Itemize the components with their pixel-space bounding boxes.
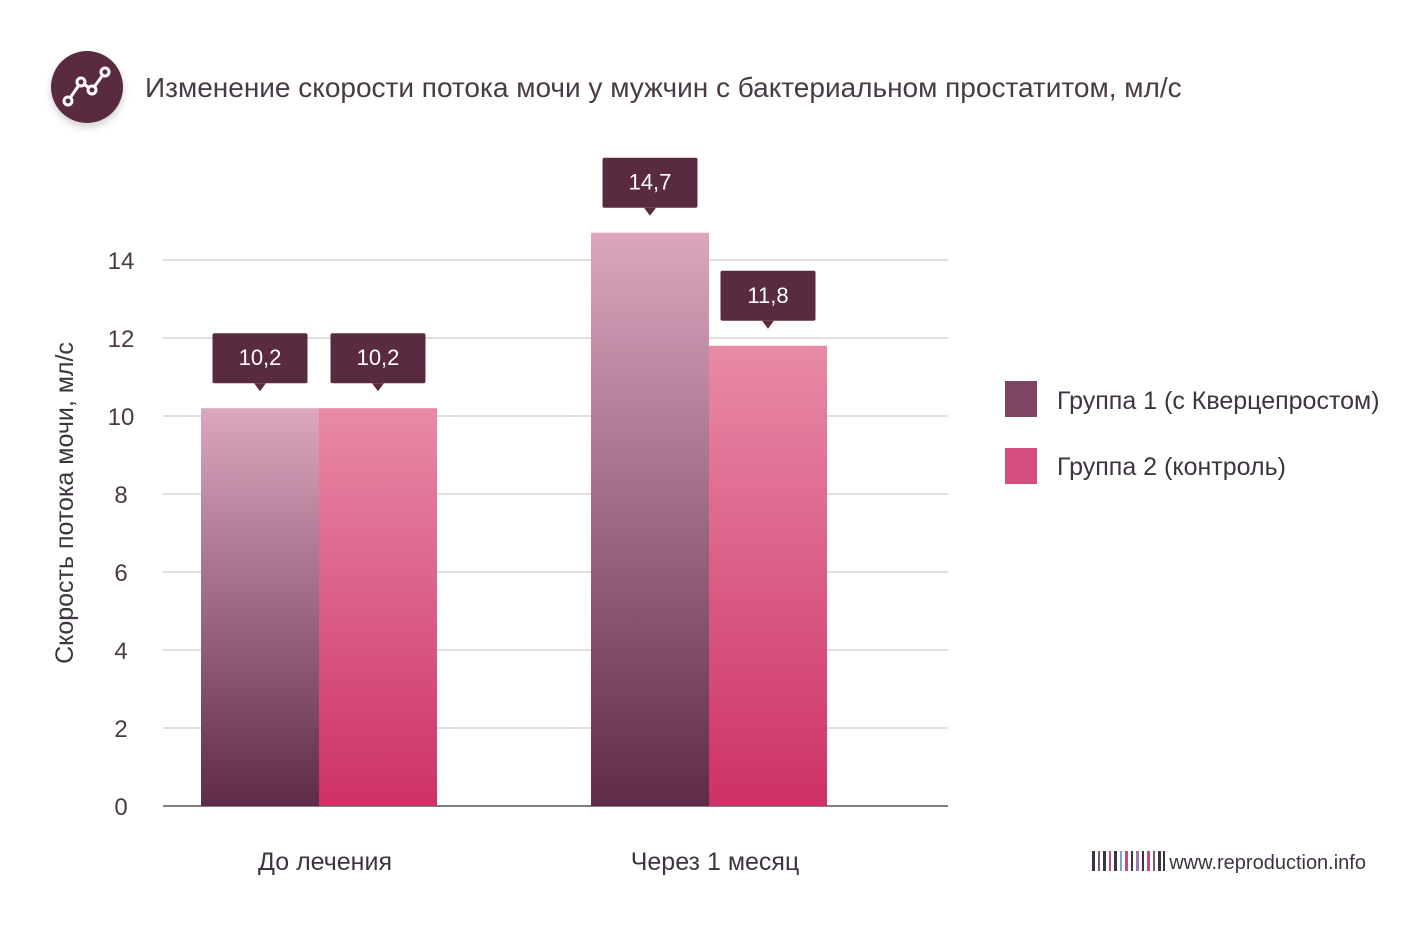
legend: Группа 1 (с Кверцепростом) Группа 2 (кон… xyxy=(1005,381,1380,484)
bar-series-1-1[interactable] xyxy=(201,408,319,806)
data-label-box xyxy=(720,270,816,321)
legend-label-series-1: Группа 1 (с Кверцепростом) xyxy=(1057,387,1380,415)
y-tick-label: 8 xyxy=(114,482,127,509)
data-label-text: 11,8 xyxy=(747,283,788,308)
watermark[interactable]: www.reproduction.info xyxy=(1092,851,1366,874)
y-tick-label: 0 xyxy=(114,794,127,821)
watermark-url: www.reproduction.info xyxy=(1168,852,1366,874)
y-tick-label: 2 xyxy=(114,716,127,743)
data-label-text: 14,7 xyxy=(629,170,672,195)
legend-item-series-2[interactable]: Группа 2 (контроль) xyxy=(1005,448,1286,484)
y-tick-label: 12 xyxy=(108,326,135,353)
category-label: Через 1 месяц xyxy=(631,848,800,876)
bar-series-1-2[interactable] xyxy=(591,232,709,806)
data-label-pointer xyxy=(372,383,384,392)
y-axis-title: Скорость потока мочи, мл/с xyxy=(51,342,79,664)
data-labels: 10,2 10,2 14,7 11,8 xyxy=(212,157,816,392)
legend-swatch-series-2 xyxy=(1005,448,1037,484)
line-chart-icon xyxy=(51,51,123,123)
data-label-text: 10,2 xyxy=(239,345,282,370)
y-tick-label: 6 xyxy=(114,560,127,587)
data-label-series-1-2: 14,7 xyxy=(602,157,698,216)
category-labels: До лечения Через 1 месяц xyxy=(258,848,799,876)
barcode-icon xyxy=(1092,851,1165,871)
data-label-box xyxy=(330,333,426,384)
data-label-box xyxy=(602,157,698,208)
legend-label-series-2: Группа 2 (контроль) xyxy=(1057,453,1286,481)
data-label-pointer xyxy=(254,383,266,392)
bar-series-2-1[interactable] xyxy=(319,408,437,806)
data-label-series-2-1: 10,2 xyxy=(330,333,426,392)
legend-item-series-1[interactable]: Группа 1 (с Кверцепростом) xyxy=(1005,381,1380,417)
data-label-series-2-2: 11,8 xyxy=(720,270,816,329)
chart-title: Изменение скорости потока мочи у мужчин … xyxy=(145,72,1182,103)
y-tick-label: 14 xyxy=(108,248,135,275)
data-label-pointer xyxy=(644,207,656,216)
y-tick-labels: 0 2 4 6 8 10 12 14 xyxy=(108,248,135,821)
data-label-text: 10,2 xyxy=(357,345,400,370)
category-label: До лечения xyxy=(258,848,392,876)
data-label-box xyxy=(212,333,308,384)
bars xyxy=(201,232,827,806)
y-tick-label: 10 xyxy=(108,404,135,431)
bar-series-2-2[interactable] xyxy=(709,345,827,806)
data-label-series-1-1: 10,2 xyxy=(212,333,308,392)
data-label-pointer xyxy=(762,320,774,329)
y-tick-label: 4 xyxy=(114,638,127,665)
legend-swatch-series-1 xyxy=(1005,381,1037,417)
